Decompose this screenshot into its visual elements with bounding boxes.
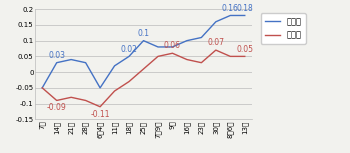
매매가 xyxy=(98,87,102,89)
Text: 0.05: 0.05 xyxy=(236,45,253,54)
Text: 0.16: 0.16 xyxy=(222,4,239,13)
Text: -0.09: -0.09 xyxy=(47,103,66,112)
매매가 xyxy=(185,40,189,42)
Line: 매매가: 매매가 xyxy=(42,15,245,88)
전세가 xyxy=(199,62,203,64)
Text: 0.1: 0.1 xyxy=(138,29,149,38)
Text: 0.02: 0.02 xyxy=(121,45,138,54)
Text: 0.03: 0.03 xyxy=(48,51,65,60)
매매가 xyxy=(112,65,117,67)
Legend: 매매가, 전세가: 매매가, 전세가 xyxy=(260,13,306,44)
전세가 xyxy=(112,90,117,92)
매매가 xyxy=(127,56,131,57)
매매가 xyxy=(214,21,218,23)
Line: 전세가: 전세가 xyxy=(42,50,245,107)
매매가 xyxy=(69,59,73,60)
전세가 xyxy=(243,56,247,57)
전세가 xyxy=(156,56,160,57)
전세가 xyxy=(40,87,44,89)
전세가 xyxy=(185,59,189,60)
매매가 xyxy=(55,62,59,64)
매매가 xyxy=(243,15,247,16)
Text: 0.07: 0.07 xyxy=(207,38,224,47)
매매가 xyxy=(141,40,146,42)
전세가 xyxy=(127,81,131,82)
전세가 xyxy=(170,52,175,54)
Text: 0.18: 0.18 xyxy=(236,4,253,13)
전세가 xyxy=(141,68,146,70)
매매가 xyxy=(199,37,203,38)
전세가 xyxy=(84,100,88,101)
전세가 xyxy=(214,49,218,51)
매매가 xyxy=(228,15,232,16)
전세가 xyxy=(55,100,59,101)
Text: -0.11: -0.11 xyxy=(90,110,110,119)
매매가 xyxy=(40,87,44,89)
전세가 xyxy=(228,56,232,57)
전세가 xyxy=(98,106,102,108)
전세가 xyxy=(69,96,73,98)
Text: 0.06: 0.06 xyxy=(164,41,181,50)
매매가 xyxy=(170,46,175,48)
매매가 xyxy=(84,62,88,64)
매매가 xyxy=(156,46,160,48)
